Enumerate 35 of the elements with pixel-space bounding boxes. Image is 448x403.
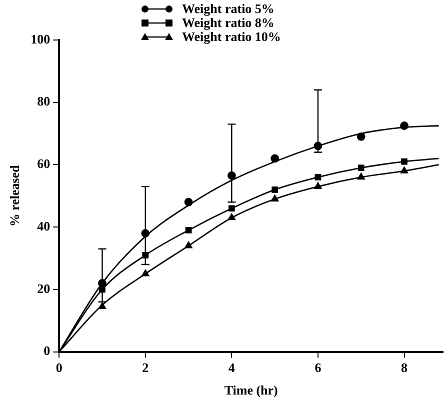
point <box>400 122 408 130</box>
x-tick-label: 8 <box>401 360 408 375</box>
point <box>98 302 106 310</box>
point <box>228 205 235 212</box>
x-tick-label: 2 <box>142 360 149 375</box>
point <box>184 198 193 206</box>
y-tick-label: 80 <box>37 94 50 109</box>
x-tick-label: 0 <box>56 360 62 375</box>
legend-label: Weight ratio 5% <box>182 1 274 16</box>
y-tick-label: 20 <box>37 280 50 296</box>
legend-label: Weight ratio 10% <box>182 29 281 44</box>
point <box>184 242 192 248</box>
point <box>272 186 278 193</box>
x-tick-label: 6 <box>314 360 322 375</box>
point <box>401 158 408 165</box>
point <box>228 214 236 220</box>
point <box>356 132 366 141</box>
point <box>142 270 150 276</box>
y-tick-label: 100 <box>30 31 50 46</box>
point <box>400 166 408 174</box>
point <box>142 252 149 258</box>
y-tick-label: 60 <box>37 156 50 172</box>
point <box>271 194 279 202</box>
x-tick-label: 4 <box>228 360 236 375</box>
x-axis-title: Time (hr) <box>224 382 278 398</box>
point <box>270 154 280 163</box>
point <box>185 227 192 234</box>
point <box>357 172 365 180</box>
legend-label: Weight ratio 8% <box>182 15 274 30</box>
point <box>314 174 322 180</box>
point <box>314 182 322 189</box>
y-tick-label: 0 <box>44 343 50 358</box>
y-tick-label: 40 <box>37 218 50 234</box>
point <box>358 164 364 172</box>
y-axis-title: % released <box>7 164 22 227</box>
